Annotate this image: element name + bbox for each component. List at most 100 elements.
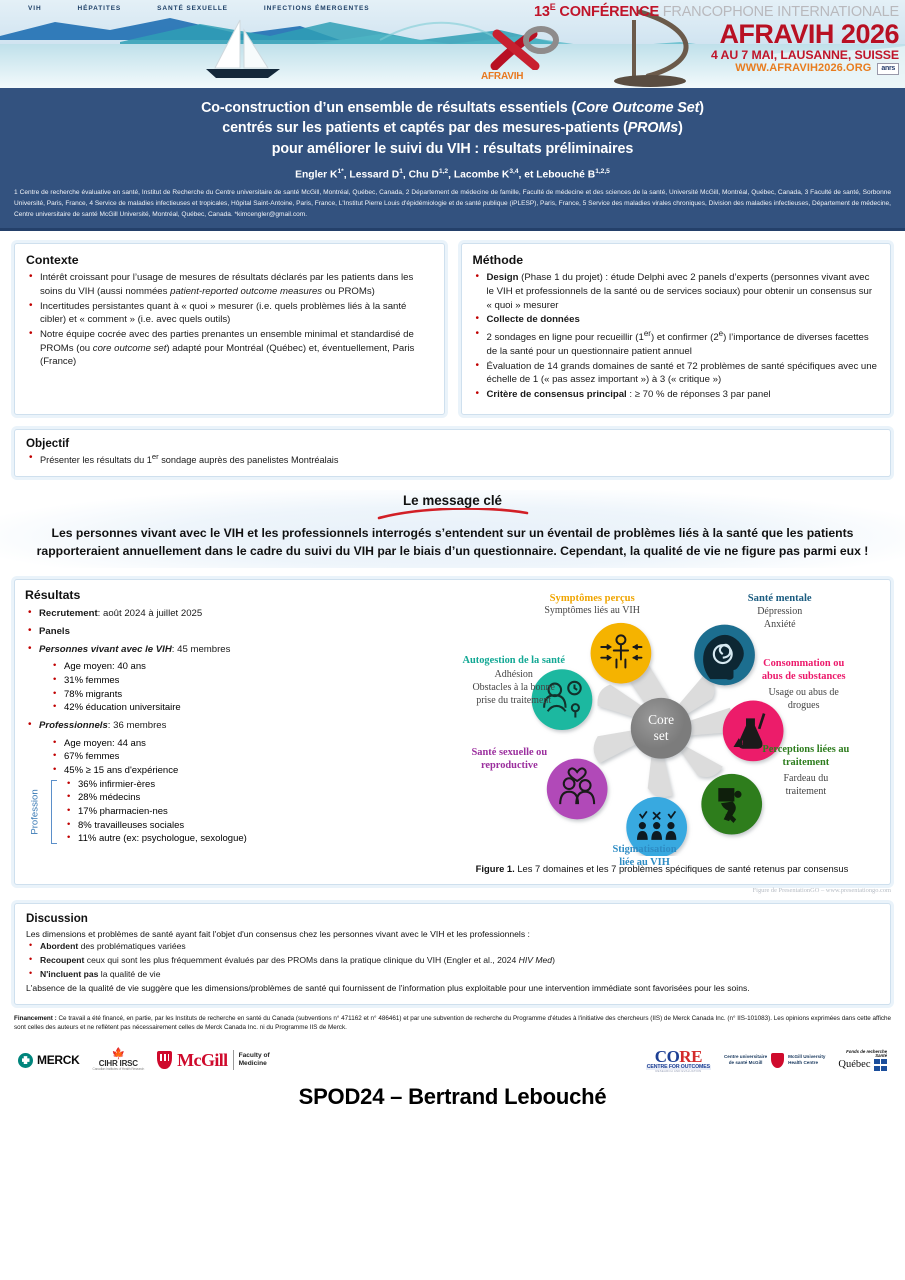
merck-mark-icon bbox=[18, 1052, 33, 1068]
discussion-list: Abordent des problématiques variées Reco… bbox=[26, 939, 879, 981]
methode-heading: Méthode bbox=[472, 253, 524, 268]
pro-demographics-list: Age moyen: 44 ans 67% femmes 45% ≥ 15 an… bbox=[51, 736, 438, 778]
cihr-irsc-logo: 🍁 CIHR IRSC Canadian Institutes of Healt… bbox=[92, 1048, 145, 1071]
frq-label: Fonds de recherche Santé bbox=[846, 1048, 887, 1059]
quebec-flag-icon bbox=[873, 1059, 887, 1071]
core-logo: CORE CENTRE FOR OUTCOMES RESEARCH AND EV… bbox=[645, 1046, 711, 1073]
core-label-line2: set bbox=[654, 728, 669, 743]
key-message-heading: Le message clé bbox=[402, 492, 502, 508]
banner-topic: INFECTIONS ÉMERGENTES bbox=[263, 5, 370, 12]
logo-group-left: MERCK 🍁 CIHR IRSC Canadian Institutes of… bbox=[18, 1049, 270, 1071]
resultats-text-column: Résultats Recrutement: août 2024 à juill… bbox=[25, 588, 444, 876]
key-message-section: Le message clé Les personnes vivant avec… bbox=[0, 489, 905, 569]
list-item: 8% travailleuses sociales bbox=[65, 818, 438, 833]
list-item: Présenter les résultats du 1er sondage a… bbox=[26, 451, 879, 467]
resultats-section: Résultats Recrutement: août 2024 à juill… bbox=[14, 579, 891, 885]
list-item: Professionnels: 36 membres bbox=[25, 718, 438, 733]
bracket-tick-bottom bbox=[51, 842, 57, 844]
list-item: Age moyen: 44 ans bbox=[51, 736, 438, 751]
list-item: 67% femmes bbox=[51, 749, 438, 764]
mcgill-faculty-label: Faculty of Medicine bbox=[238, 1051, 270, 1068]
key-message-body: Les personnes vivant avec le VIH et les … bbox=[36, 525, 869, 559]
profession-bracket: Profession bbox=[30, 778, 63, 846]
core-set-figure: Core set bbox=[444, 588, 880, 876]
list-item: 78% migrants bbox=[51, 687, 438, 702]
svg-text:!: ! bbox=[741, 740, 743, 747]
methode-section: Méthode Design (Phase 1 du projet) : étu… bbox=[460, 243, 891, 415]
core-set-hub bbox=[630, 697, 692, 759]
figure-caption: Figure 1. Les 7 domaines et les 7 problè… bbox=[475, 863, 849, 875]
list-item: Intérêt croissant pour l’usage de mesure… bbox=[26, 270, 433, 298]
resultats-heading: Résultats bbox=[25, 588, 81, 603]
list-item: 42% éducation universitaire bbox=[51, 700, 438, 715]
contexte-section: Contexte Intérêt croissant pour l’usage … bbox=[14, 243, 445, 415]
context-method-row: Contexte Intérêt croissant pour l’usage … bbox=[0, 231, 905, 415]
logo-strip: MERCK 🍁 CIHR IRSC Canadian Institutes of… bbox=[18, 1040, 887, 1080]
figure-credit: Figure de PresentationGO – www.presentat… bbox=[752, 886, 891, 894]
body-symptoms-icon bbox=[600, 634, 643, 669]
red-underline-swoosh bbox=[377, 507, 528, 520]
burden-carry-icon bbox=[718, 788, 742, 824]
seven-domains-diagram: Core set bbox=[531, 622, 784, 858]
cusm-muhc-logo: Centre universitaire de santé McGill McGi… bbox=[724, 1052, 826, 1068]
conference-identity: 13E CONFÉRENCE FRANCOPHONE INTERNATIONAL… bbox=[469, 2, 900, 75]
list-item: Abordent des problématiques variées bbox=[26, 939, 879, 953]
banner-topic: SANTÉ SEXUELLE bbox=[157, 5, 228, 12]
conference-website[interactable]: WWW.AFRAVIH2026.ORG bbox=[735, 62, 872, 75]
self-care-clock-icon bbox=[543, 680, 582, 718]
author-list: Engler K1*, Lessard D1, Chu D1,2, Lacomb… bbox=[295, 167, 610, 181]
list-item: Design (Phase 1 du projet) : étude Delph… bbox=[473, 270, 880, 312]
muhc-label-en: McGill University Health Centre bbox=[788, 1054, 826, 1066]
banner-topic-list: VIH HÉPATITES SANTÉ SEXUELLE INFECTIONS … bbox=[28, 5, 370, 12]
core-wordmark: CORE bbox=[654, 1046, 703, 1066]
quebec-wordmark: Québec bbox=[838, 1059, 887, 1071]
discussion-intro: Les dimensions et problèmes de santé aya… bbox=[26, 928, 530, 939]
objectif-heading: Objectif bbox=[26, 436, 70, 450]
conference-website-row: WWW.AFRAVIH2026.ORG anrs bbox=[469, 62, 899, 75]
banner-topic: VIH bbox=[28, 5, 42, 12]
list-item: Évaluation de 14 grands domaines de sant… bbox=[473, 359, 880, 387]
domain-circle-autogestion bbox=[531, 669, 593, 731]
couple-heart-icon bbox=[559, 767, 596, 805]
bracket-bar bbox=[51, 779, 53, 844]
professionnels-list: Professionnels: 36 membres bbox=[25, 718, 438, 733]
profession-label: Profession bbox=[29, 789, 41, 835]
contexte-list: Intérêt croissant pour l’usage de mesure… bbox=[26, 270, 433, 369]
conference-name: AFRAVIH 2026 bbox=[719, 19, 899, 50]
list-item: N'incluent pas la qualité de vie bbox=[26, 967, 879, 981]
frq-quebec-logo: Fonds de recherche Santé Québec bbox=[838, 1048, 887, 1071]
profession-group: Profession 36% infirmier-ères 28% médeci… bbox=[30, 777, 438, 846]
afravih-ribbon-logo: AFRAVIH bbox=[475, 22, 565, 82]
list-item: Personnes vivant avec le VIH: 45 membres bbox=[25, 642, 438, 657]
affiliations: 1 Centre de recherche évaluative en sant… bbox=[14, 189, 891, 218]
list-item: Notre équipe cocrée avec des parties pre… bbox=[26, 327, 433, 369]
discussion-heading: Discussion bbox=[26, 911, 88, 925]
list-item: Incertitudes persistantes quant à « quoi… bbox=[26, 299, 433, 327]
list-item: Panels bbox=[25, 624, 438, 639]
list-item: 17% pharmacien-nes bbox=[65, 804, 438, 819]
plwh-demographics-list: Age moyen: 40 ans 31% femmes 78% migrant… bbox=[51, 659, 438, 715]
conference-banner: VIH HÉPATITES SANTÉ SEXUELLE INFECTIONS … bbox=[0, 0, 905, 88]
list-item: 28% médecins bbox=[65, 790, 438, 805]
contexte-heading: Contexte bbox=[26, 253, 79, 268]
logo-group-right: CORE CENTRE FOR OUTCOMES RESEARCH AND EV… bbox=[645, 1046, 887, 1073]
bracket-tick-top bbox=[51, 779, 57, 781]
merck-logo: MERCK bbox=[18, 1052, 80, 1068]
cihr-leaf-icon: 🍁 bbox=[111, 1048, 126, 1060]
objectif-list: Présenter les résultats du 1er sondage a… bbox=[26, 451, 879, 467]
mcgill-logo: McGill Faculty of Medicine bbox=[157, 1050, 270, 1071]
objectif-section: Objectif Présenter les résultats du 1er … bbox=[14, 428, 891, 477]
poster-footer-title: SPOD24 – Bertrand Lebouché bbox=[298, 1084, 607, 1110]
list-item: Recoupent ceux qui sont les plus fréquem… bbox=[26, 953, 879, 967]
red-ribbon-icon bbox=[490, 26, 559, 71]
muhc-shield-icon bbox=[771, 1052, 785, 1068]
ribbon-label: AFRAVIH bbox=[481, 71, 524, 82]
list-item: 45% ≥ 15 ans d'expérience bbox=[51, 763, 438, 778]
list-item: 11% autre (ex: psychologue, sexologue) bbox=[65, 831, 438, 846]
conference-headline: 13E CONFÉRENCE FRANCOPHONE INTERNATIONAL… bbox=[534, 2, 899, 20]
discussion-outro: L'absence de la qualité de vie suggère q… bbox=[26, 983, 750, 994]
list-item: Collecte de données bbox=[473, 312, 880, 327]
list-item: 31% femmes bbox=[51, 673, 438, 688]
poster-title-block: Co-construction d’un ensemble de résulta… bbox=[0, 88, 905, 232]
